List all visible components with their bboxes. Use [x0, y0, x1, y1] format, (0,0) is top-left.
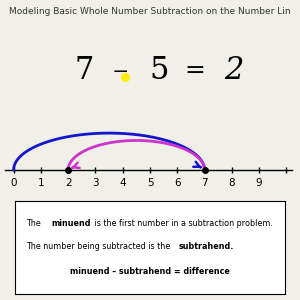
Text: =: = — [184, 58, 206, 82]
Text: 5: 5 — [149, 55, 169, 86]
Text: 0: 0 — [11, 178, 17, 188]
Text: 5: 5 — [147, 178, 153, 188]
Text: The: The — [26, 219, 43, 228]
Text: The number being subtracted is the: The number being subtracted is the — [26, 242, 172, 251]
Text: 9: 9 — [256, 178, 262, 188]
Text: Modeling Basic Whole Number Subtraction on the Number Lin: Modeling Basic Whole Number Subtraction … — [9, 7, 291, 16]
Text: 3: 3 — [92, 178, 99, 188]
Text: 2: 2 — [65, 178, 71, 188]
Text: minuend – subtrahend = difference: minuend – subtrahend = difference — [70, 267, 230, 276]
Text: minuend: minuend — [52, 219, 91, 228]
Text: 2: 2 — [224, 55, 244, 86]
Text: subtrahend.: subtrahend. — [178, 242, 234, 251]
Text: 6: 6 — [174, 178, 181, 188]
Text: 8: 8 — [229, 178, 235, 188]
Text: 7: 7 — [74, 55, 94, 86]
Text: 7: 7 — [201, 178, 208, 188]
Text: 1: 1 — [38, 178, 44, 188]
Text: 4: 4 — [119, 178, 126, 188]
Text: is the first number in a subtraction problem.: is the first number in a subtraction pro… — [92, 219, 273, 228]
Text: –: – — [112, 55, 128, 86]
